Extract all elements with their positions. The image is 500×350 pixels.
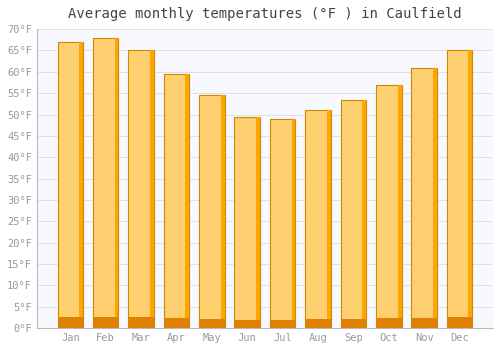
Bar xyxy=(114,37,118,328)
Bar xyxy=(93,37,118,328)
Bar xyxy=(340,99,366,328)
Bar xyxy=(150,50,154,328)
Bar xyxy=(186,74,189,328)
Bar xyxy=(234,320,260,328)
Bar xyxy=(398,85,402,328)
Bar xyxy=(199,95,224,328)
Bar xyxy=(327,110,331,328)
Bar xyxy=(256,117,260,328)
Bar xyxy=(79,42,83,328)
Bar xyxy=(199,319,224,328)
Bar xyxy=(128,50,154,328)
Bar xyxy=(306,110,331,328)
Bar xyxy=(433,68,437,328)
Bar xyxy=(412,318,437,328)
Bar xyxy=(412,68,437,328)
Bar xyxy=(306,320,331,328)
Bar xyxy=(270,320,295,328)
Bar xyxy=(234,117,260,328)
Bar xyxy=(221,95,224,328)
Bar xyxy=(340,319,366,328)
Bar xyxy=(164,74,189,328)
Title: Average monthly temperatures (°F ) in Caulfield: Average monthly temperatures (°F ) in Ca… xyxy=(68,7,462,21)
Bar xyxy=(128,317,154,328)
Bar xyxy=(447,317,472,328)
Bar xyxy=(93,316,118,328)
Bar xyxy=(164,318,189,328)
Bar xyxy=(468,50,472,328)
Bar xyxy=(362,99,366,328)
Bar xyxy=(58,42,83,328)
Bar xyxy=(292,119,296,328)
Bar xyxy=(376,318,402,328)
Bar xyxy=(376,85,402,328)
Bar xyxy=(58,317,83,328)
Bar xyxy=(270,119,295,328)
Bar xyxy=(447,50,472,328)
